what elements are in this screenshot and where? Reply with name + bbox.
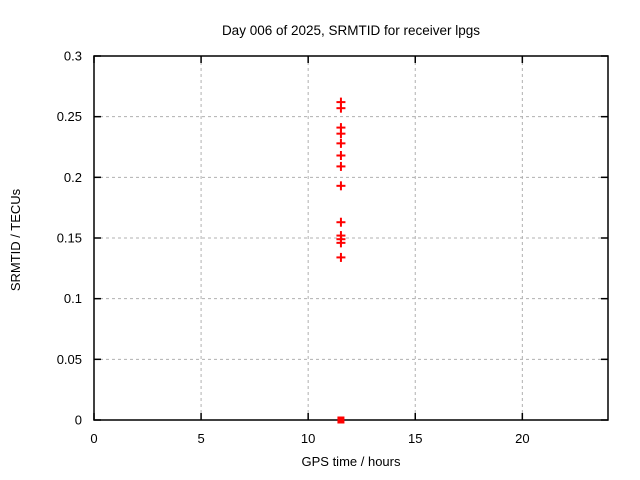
data-layer — [336, 97, 346, 424]
data-point-filled-square — [337, 416, 345, 424]
y-tick-label: 0.1 — [64, 291, 82, 306]
x-tick-label: 15 — [408, 431, 422, 446]
y-tick-label: 0.05 — [57, 352, 82, 367]
data-point-plus — [336, 150, 346, 160]
data-point-plus — [336, 252, 346, 262]
grid-layer — [94, 56, 608, 420]
x-axis-label: GPS time / hours — [302, 454, 401, 469]
y-axis-label: SRMTID / TECUs — [8, 188, 23, 291]
chart-title: Day 006 of 2025, SRMTID for receiver lpg… — [222, 23, 480, 38]
y-tick-label: 0.2 — [64, 170, 82, 185]
data-point-plus — [336, 161, 346, 171]
plot-border-layer — [93, 55, 609, 421]
label-layer: Day 006 of 2025, SRMTID for receiver lpg… — [8, 23, 480, 469]
plot-border — [93, 55, 609, 421]
data-point-plus — [336, 238, 346, 248]
data-point-plus — [336, 138, 346, 148]
y-tick-label: 0 — [75, 413, 82, 428]
y-tick-label: 0.3 — [64, 49, 82, 64]
data-point-plus — [336, 217, 346, 227]
y-tick-label: 0.25 — [57, 109, 82, 124]
x-tick-label: 0 — [90, 431, 97, 446]
data-point-plus — [336, 181, 346, 191]
data-point-plus — [336, 129, 346, 139]
y-tick-label: 0.15 — [57, 231, 82, 246]
x-tick-label: 20 — [515, 431, 529, 446]
x-tick-label: 5 — [197, 431, 204, 446]
tick-label-layer: 0 5 10 15 20 0 0.05 0.1 0.15 0.2 0.25 0.3 — [57, 49, 530, 447]
x-tick-label: 10 — [301, 431, 315, 446]
data-point-plus — [336, 103, 346, 113]
